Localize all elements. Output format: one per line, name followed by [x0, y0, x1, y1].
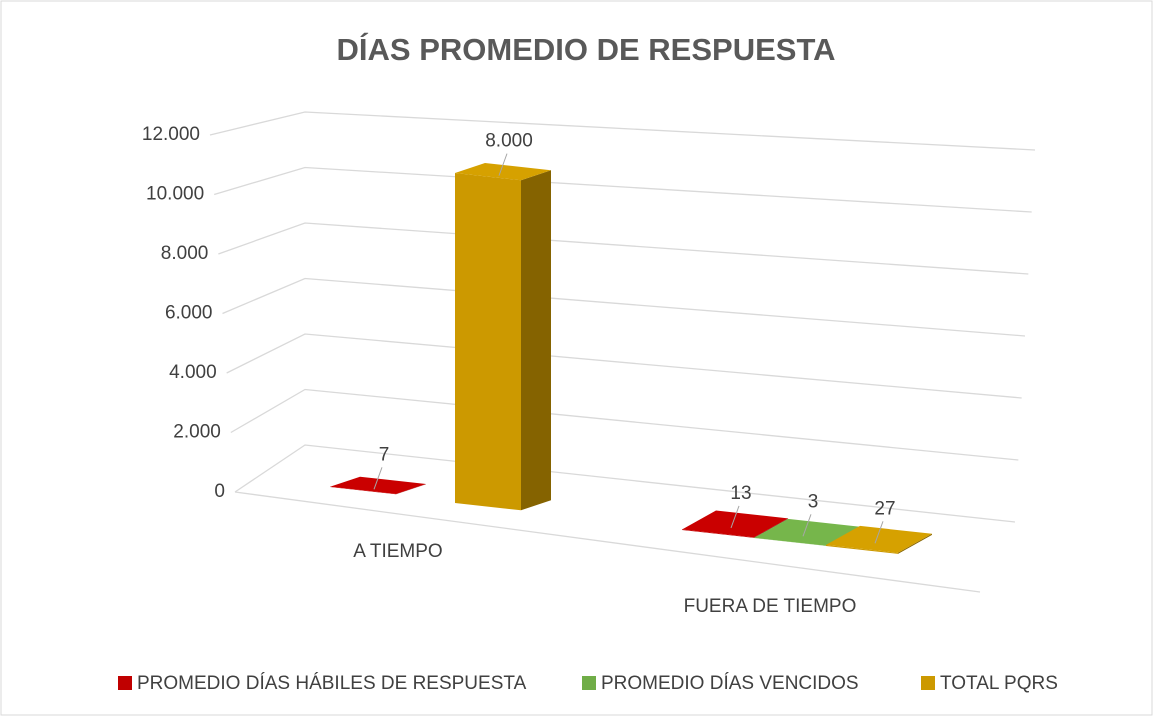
- legend-swatch: [921, 676, 935, 690]
- leader-line: [802, 514, 812, 537]
- data-label: 27: [874, 498, 895, 519]
- bar-side: [521, 170, 551, 511]
- bar-front: [826, 544, 898, 554]
- bar: [826, 525, 932, 554]
- x-tick-label: A TIEMPO: [353, 541, 442, 562]
- bar-side: [396, 483, 426, 495]
- bar-top: [682, 510, 788, 538]
- grid-line: [209, 111, 1036, 151]
- bar-top: [330, 476, 426, 494]
- grid-line: [234, 444, 1016, 523]
- leader-line: [730, 505, 740, 529]
- leader-line: [874, 521, 884, 544]
- bar-side: [754, 518, 788, 538]
- grid-line: [213, 166, 1032, 213]
- grid-line: [230, 388, 1019, 461]
- bar-front: [455, 173, 521, 511]
- leader-line: [498, 153, 508, 176]
- legend-swatch: [118, 676, 132, 690]
- y-tick-label: 2.000: [173, 422, 221, 443]
- y-tick-label: 10.000: [146, 184, 204, 205]
- legend-label: TOTAL PQRS: [940, 673, 1058, 694]
- data-label: 8.000: [485, 131, 533, 152]
- leader-line: [373, 467, 383, 490]
- grid-line: [226, 333, 1022, 399]
- bar-top: [826, 525, 932, 553]
- bar-front: [754, 537, 826, 546]
- floor-edge: [234, 491, 981, 593]
- legend-label: PROMEDIO DÍAS HÁBILES DE RESPUESTA: [137, 673, 527, 694]
- bar-front: [330, 486, 396, 495]
- bar-front: [682, 529, 754, 538]
- data-label: 13: [730, 483, 751, 504]
- bar: [682, 510, 788, 538]
- y-tick-label: 6.000: [165, 303, 213, 324]
- grid-line: [222, 277, 1026, 337]
- legend-swatch: [582, 676, 596, 690]
- legend-label: PROMEDIO DÍAS VENCIDOS: [601, 673, 859, 694]
- bar-side: [898, 533, 932, 554]
- y-tick-label: 4.000: [169, 362, 217, 383]
- bar: [455, 163, 551, 511]
- bar-top: [455, 163, 551, 181]
- x-tick-label: FUERA DE TIEMPO: [684, 596, 857, 617]
- y-tick-label: 8.000: [161, 243, 209, 264]
- data-label: 7: [379, 444, 390, 465]
- bar: [330, 476, 426, 495]
- data-label: 3: [808, 491, 819, 512]
- chart-title: DÍAS PROMEDIO DE RESPUESTA: [337, 32, 836, 67]
- grid-line: [218, 222, 1029, 275]
- y-tick-label: 12.000: [142, 124, 200, 145]
- bar-top: [754, 518, 860, 546]
- y-tick-label: 0: [214, 481, 225, 502]
